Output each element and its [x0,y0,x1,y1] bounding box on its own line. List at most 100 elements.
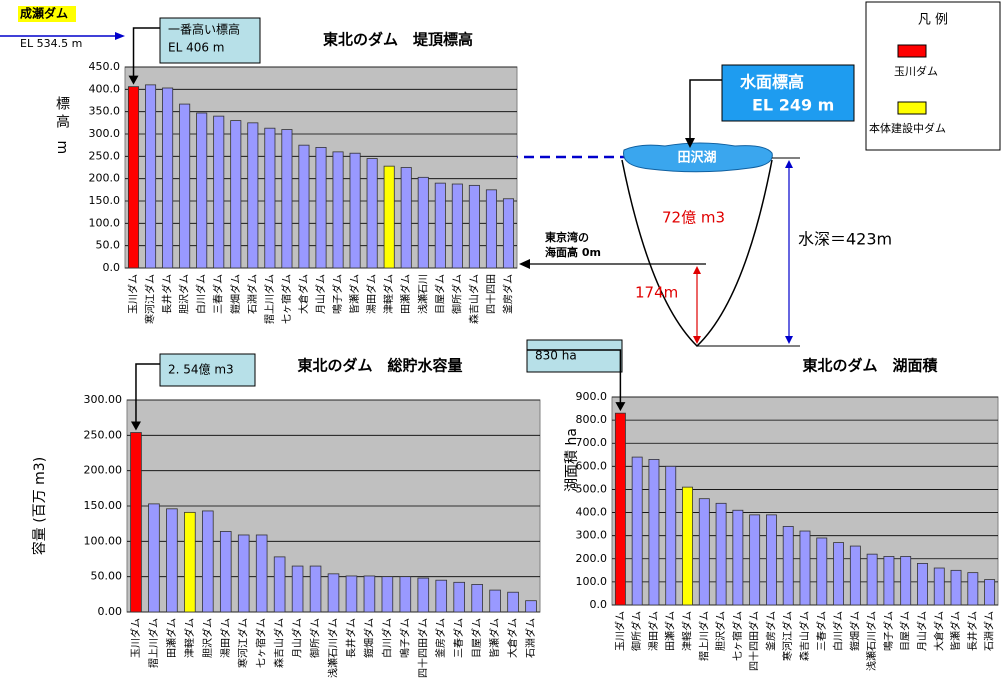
x-tick-label: 湯田ダム [365,274,378,314]
y-tick-label: 0.0 [103,261,121,274]
legend-swatch [897,44,927,58]
x-tick-label: 鳴子ダム [882,611,895,651]
x-tick-label: 鳴子ダム [331,274,344,314]
x-tick-label: 胆沢ダム [178,274,191,314]
bar [485,189,497,269]
x-tick-label: 石淵ダム [524,618,537,658]
x-tick-label: 寒河江ダム [781,611,794,661]
y-tick-label: 700.0 [576,436,608,449]
bar [400,167,412,269]
bar [291,565,304,613]
bar [264,127,276,269]
x-tick-label: 七ヶ宿ダム [280,274,293,324]
bar [732,509,744,606]
bar [614,412,626,606]
bar [166,508,178,613]
bar [202,510,214,613]
bar [247,122,259,269]
bar [665,465,677,606]
y-tick-label: 50.0 [96,239,121,252]
bar [273,556,286,613]
bar [866,553,878,606]
x-tick-label: 長井ダム [966,611,979,651]
arrow-head [685,138,695,148]
y-tick-label: 300.0 [576,529,608,542]
annotation-box [159,353,256,387]
x-tick-label: 胆沢ダム [201,618,214,658]
marker-highlight [18,6,76,22]
y-tick-label: 100.0 [576,575,608,588]
annotation-text: EL 406 m [168,41,225,55]
bar [383,165,395,269]
bar [128,86,140,269]
annotation-box [526,339,623,373]
y-tick-label: 600.0 [576,459,608,472]
x-tick-label: 四十四田 [484,274,497,314]
x-tick-label: 湯田ダム [219,618,232,658]
y-tick-label: 200.00 [84,464,123,477]
y-axis-label: 容量 (百万 m3) [31,457,48,555]
x-tick-label: 森吉山ダム [798,611,811,661]
bar [417,577,430,613]
bar [933,567,945,606]
x-tick-label: 白川ダム [832,611,845,651]
bar [237,534,250,613]
x-tick-label: 玉川ダム [127,274,140,314]
x-tick-label: 寒河江ダム [237,618,250,668]
bar [883,556,895,606]
y-tick-label: 300.0 [89,127,121,140]
legend-swatch [897,101,927,115]
bar [489,589,501,613]
x-tick-label: 津軽ダム [382,274,395,314]
bar [230,120,242,269]
bar [917,563,928,606]
lake-volume: 72億 m3 [662,209,725,227]
x-tick-label: 皆瀬ダム [488,618,501,658]
bar [698,498,710,606]
surface-box [721,64,855,122]
bar [849,545,861,606]
x-tick-label: 三春ダム [212,274,225,314]
bar [213,115,225,269]
y-axis-label: 湖面積 ha [564,428,580,492]
bar [366,158,378,269]
chart-title: 東北のダム 湖面積 [802,357,938,375]
y-axis-label: 標高 m [54,96,70,158]
annotation-arrow [132,27,160,77]
surface-box-value: EL 249 m [752,96,834,115]
bar [816,537,828,606]
bar [471,584,483,613]
x-tick-label: 摺上川ダム [263,274,276,324]
bar [682,486,693,606]
bar [648,458,660,606]
annotation-arrow [527,349,622,404]
x-tick-label: 田瀬ダム [165,618,178,658]
y-tick-label: 150.0 [89,194,121,207]
bar [162,87,174,269]
x-tick-label: 御所ダム [309,618,322,658]
y-tick-label: 300.00 [84,393,123,406]
x-tick-label: 四十四田ダム [748,611,761,671]
x-tick-label: 田瀬ダム [664,611,677,651]
bar [451,183,463,269]
x-tick-label: 三春ダム [815,611,828,651]
bar [525,600,537,613]
x-tick-label: 白川ダム [195,274,208,314]
annotation-text: 2. 54億 m3 [168,363,234,377]
x-tick-label: 七ヶ宿ダム [255,618,268,668]
x-tick-label: 森吉山ダム [467,274,480,324]
bar [417,176,429,269]
x-tick-label: 津軽ダム [183,618,196,658]
bar [631,456,643,606]
bar [749,514,761,606]
x-tick-label: 大倉ダム [506,618,519,658]
bar [833,542,845,606]
bar [130,432,142,613]
arrow-head [693,266,701,344]
bar [782,526,794,606]
bar [766,514,777,606]
x-tick-label: 七ヶ宿ダム [731,611,744,661]
x-tick-label: 釜房ダム [501,274,514,314]
bar [435,579,448,613]
